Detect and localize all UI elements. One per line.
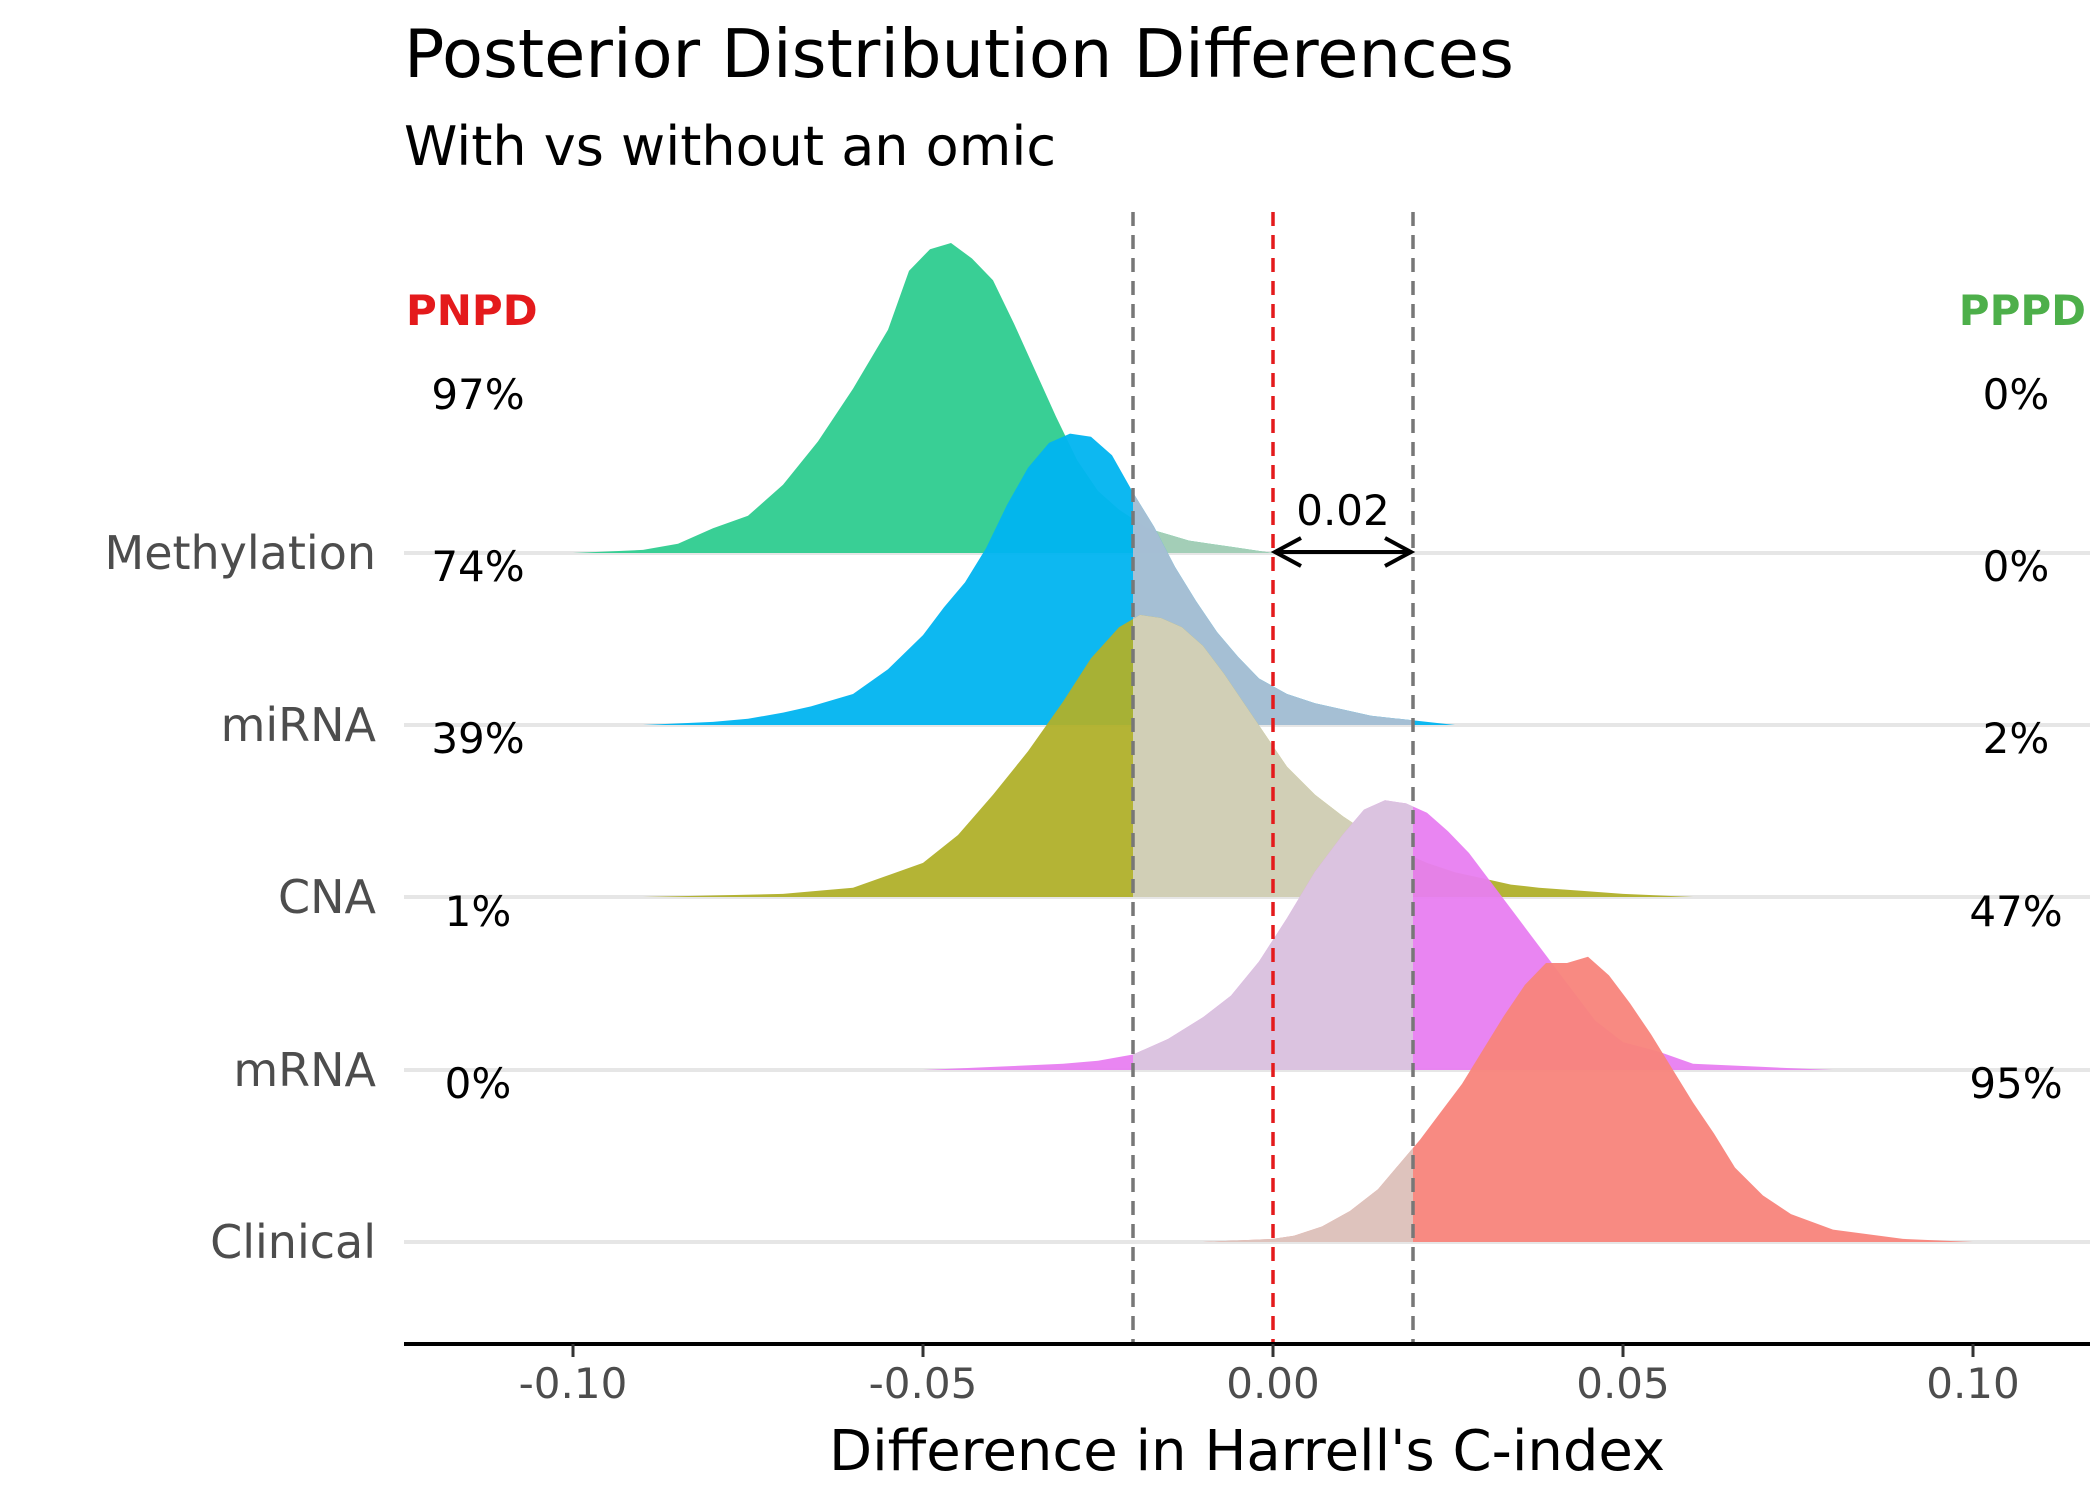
rope-arrow-left-head [1270,536,1302,568]
category-label-cna: CNA [278,870,377,924]
ridge-rope-cna [1133,614,1413,897]
category-label-mirna: miRNA [221,698,377,752]
ridge-rope-clinical [1203,1147,1413,1242]
right-pct-cna: 2% [1983,714,2050,763]
chart-subtitle: With vs without an omic [404,115,1056,178]
ridge-cna [643,614,1693,897]
ridge-mirna [643,433,1455,725]
left-pct-clinical: 0% [445,1059,512,1108]
gridlines [404,551,2090,1244]
ridge-area-methylation [468,243,1427,553]
x-tick-label-3: 0.05 [1576,1359,1670,1408]
ridge-rope-methylation [1133,518,1413,553]
category-label-methylation: Methylation [105,526,377,580]
right-pct-mrna: 47% [1969,887,2062,936]
reference-lines [1131,212,1415,1344]
ridge-area-mirna [643,433,1455,725]
pnpd-label: PNPD [406,286,538,335]
rope-width-label: 0.02 [1296,486,1390,535]
rope-annotation: 0.02 [1270,486,1416,568]
ridge-rope-mrna [1133,800,1413,1070]
left-pct-mirna: 74% [431,542,524,591]
x-tick-label-2: 0.00 [1226,1359,1320,1408]
left-pct-mrna: 1% [445,887,512,936]
pppd-label: PPPD [1959,286,2086,335]
rope-arrow-right-head [1384,536,1416,568]
labels: Methylation 97% 0% miRNA 74% 0% CNA 39% 2% mRNA 1%… [105,370,2063,1269]
chart-title: Posterior Distribution Differences [404,15,1514,93]
right-pct-mirna: 0% [1983,542,2050,591]
left-pct-methylation: 97% [431,370,524,419]
ridge-mrna [923,800,1833,1070]
x-axis-ticks: -0.10 -0.05 0.00 0.05 0.10 [519,1344,2020,1408]
category-label-mrna: mRNA [233,1043,376,1097]
category-label-clinical: Clinical [210,1215,376,1269]
ridges [468,243,2043,1242]
x-axis-title: Difference in Harrell's C-index [829,1419,1665,1484]
x-tick-label-0: -0.10 [519,1359,628,1408]
right-pct-clinical: 95% [1969,1059,2062,1108]
ridge-methylation [468,243,1427,553]
ridge-clinical [1203,956,2043,1242]
x-tick-label-1: -0.05 [869,1359,978,1408]
x-tick-label-4: 0.10 [1926,1359,2020,1408]
left-pct-cna: 39% [431,714,524,763]
right-pct-methylation: 0% [1983,370,2050,419]
